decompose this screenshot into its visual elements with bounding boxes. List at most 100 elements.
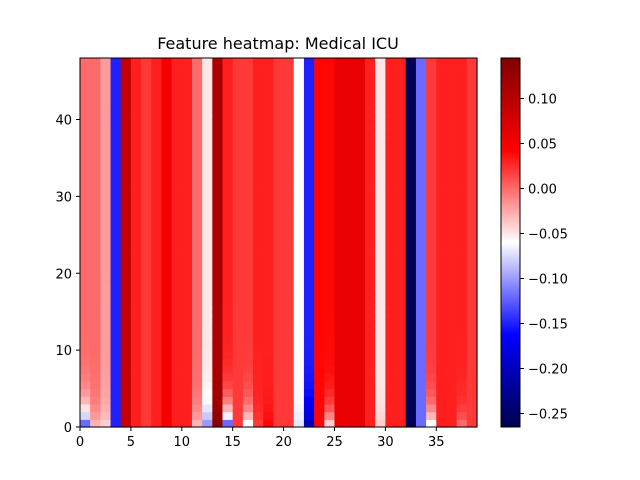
heatmap-cell: [232, 373, 244, 382]
heatmap-cell: [395, 250, 407, 259]
heatmap-cell: [436, 419, 448, 428]
heatmap-cell: [80, 373, 91, 382]
heatmap-cell: [212, 234, 224, 244]
x-tick-label: 0: [76, 435, 84, 450]
heatmap-cell: [405, 181, 417, 190]
heatmap-cell: [151, 403, 163, 413]
heatmap-cell: [273, 165, 285, 174]
heatmap-cell: [212, 250, 224, 259]
heatmap-cell: [232, 58, 244, 67]
heatmap-cell: [456, 342, 468, 351]
heatmap-cell: [273, 227, 285, 236]
heatmap-cell: [466, 304, 478, 313]
heatmap-cell: [171, 419, 183, 428]
heatmap-cell: [283, 157, 295, 167]
heatmap-cell: [385, 273, 397, 282]
heatmap-cell: [415, 150, 427, 159]
heatmap-cell: [334, 380, 346, 390]
heatmap-cell: [161, 96, 173, 105]
heatmap-cell: [344, 403, 356, 413]
heatmap-cell: [90, 173, 101, 182]
heatmap-cell: [242, 373, 254, 382]
heatmap-cell: [446, 227, 458, 236]
heatmap-cell: [242, 280, 254, 290]
heatmap-cell: [334, 88, 346, 98]
heatmap-cell: [273, 273, 285, 282]
heatmap-cell: [446, 119, 458, 128]
heatmap-cell: [405, 134, 417, 144]
heatmap-cell: [130, 311, 142, 320]
heatmap-cell: [314, 173, 325, 182]
heatmap-cell: [253, 296, 264, 305]
heatmap-cell: [395, 211, 407, 221]
heatmap-cell: [314, 65, 325, 74]
heatmap-cell: [191, 65, 203, 74]
heatmap-cell: [303, 419, 315, 428]
heatmap-cell: [232, 204, 244, 213]
heatmap-cell: [130, 127, 142, 136]
heatmap-cell: [324, 219, 336, 228]
heatmap-cell: [303, 65, 315, 74]
heatmap-cell: [120, 81, 132, 90]
heatmap-cell: [395, 257, 407, 267]
heatmap-cell: [303, 380, 315, 390]
heatmap-cell: [385, 357, 397, 367]
heatmap-cell: [395, 88, 407, 98]
heatmap-cell: [354, 311, 366, 320]
heatmap-cell: [293, 373, 305, 382]
heatmap-cell: [415, 173, 427, 182]
heatmap-cell: [242, 134, 254, 144]
heatmap-cell: [110, 88, 122, 98]
heatmap-cell: [100, 296, 112, 305]
heatmap-cell: [100, 188, 112, 197]
heatmap-cell: [110, 150, 122, 159]
heatmap-cell: [212, 319, 224, 328]
heatmap-cell: [161, 73, 173, 82]
x-tick-label: 25: [326, 435, 343, 450]
heatmap-cell: [293, 311, 305, 320]
heatmap-cell: [283, 388, 295, 397]
heatmap-cell: [171, 242, 183, 251]
heatmap-cell: [446, 396, 458, 405]
heatmap-cell: [385, 219, 397, 228]
heatmap-cell: [253, 350, 264, 359]
heatmap-cell: [334, 96, 346, 105]
heatmap-cell: [90, 58, 101, 67]
heatmap-cell: [191, 357, 203, 367]
heatmap-cell: [324, 181, 336, 190]
heatmap-cell: [130, 357, 142, 367]
heatmap-cell: [405, 188, 417, 197]
heatmap-cell: [405, 81, 417, 90]
heatmap-cell: [334, 134, 346, 144]
heatmap-cell: [365, 196, 376, 205]
heatmap-cell: [314, 188, 325, 197]
heatmap-cell: [293, 65, 305, 74]
heatmap-cell: [354, 188, 366, 197]
heatmap-cell: [354, 204, 366, 213]
heatmap-cell: [212, 134, 224, 144]
heatmap-cell: [191, 150, 203, 159]
heatmap-cell: [375, 219, 386, 228]
heatmap-cell: [232, 142, 244, 151]
heatmap-cell: [283, 342, 295, 351]
heatmap-cell: [456, 373, 468, 382]
heatmap-cell: [212, 173, 224, 182]
heatmap-cell: [385, 342, 397, 351]
heatmap-cell: [120, 257, 132, 267]
heatmap-cell: [80, 380, 91, 390]
heatmap-cell: [141, 73, 152, 82]
heatmap-cell: [110, 196, 122, 205]
heatmap-cell: [415, 204, 427, 213]
heatmap-cell: [456, 165, 468, 174]
heatmap-cell: [141, 150, 152, 159]
heatmap-cell: [426, 265, 437, 274]
heatmap-cell: [395, 181, 407, 190]
heatmap-cell: [130, 88, 142, 98]
heatmap-cell: [375, 419, 386, 428]
heatmap-cell: [334, 250, 346, 259]
heatmap-cell: [80, 257, 91, 267]
heatmap-cell: [436, 173, 448, 182]
heatmap-cell: [90, 365, 101, 374]
heatmap-cell: [191, 111, 203, 121]
heatmap-cell: [80, 350, 91, 359]
